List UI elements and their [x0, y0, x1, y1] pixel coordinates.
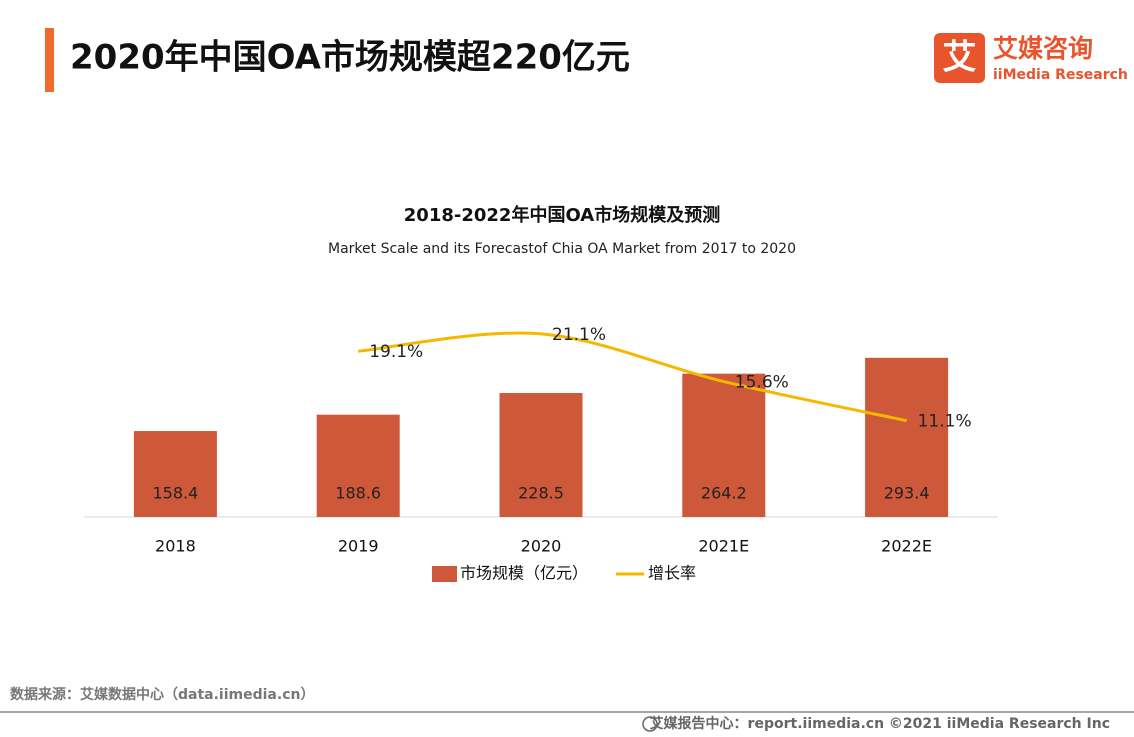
x-tick-label: 2018 [155, 537, 196, 556]
page-title: 2020年中国OA市场规模超220亿元 [70, 38, 630, 78]
growth-line [358, 331, 907, 423]
logo-en: iiMedia Research [993, 67, 1128, 83]
line-label: 15.6% [735, 373, 789, 393]
bar [865, 357, 949, 517]
bar [133, 431, 217, 517]
legend-label: 市场规模（亿元） [460, 564, 588, 583]
chart-title: 2018-2022年中国OA市场规模及预测 [404, 204, 720, 226]
line-label: 11.1% [918, 412, 972, 432]
x-tick-label: 2020 [521, 537, 562, 556]
title-accent [45, 28, 54, 92]
logo-box [934, 33, 985, 83]
legend-label: 增长率 [648, 564, 696, 583]
bar [682, 373, 766, 517]
copyright: 艾媒报告中心：report.iimedia.cn ©2021 iiMedia R… [650, 715, 1110, 732]
bar-label: 228.5 [518, 484, 564, 503]
x-tick-label: 2019 [338, 537, 379, 556]
globe-icon [642, 716, 658, 732]
legend-swatch [432, 566, 457, 582]
bar-label: 293.4 [884, 484, 930, 503]
x-tick-label: 2021E [698, 537, 749, 556]
x-tick-label: 2022E [881, 537, 932, 556]
bar-label: 264.2 [701, 484, 747, 503]
chart-subtitle: Market Scale and its Forecastof Chia OA … [328, 241, 796, 257]
bar-label: 158.4 [152, 484, 198, 503]
bar [316, 414, 400, 517]
source: 数据来源：艾媒数据中心（data.iimedia.cn） [10, 686, 314, 703]
bar-label: 188.6 [335, 484, 381, 503]
line-label: 21.1% [552, 325, 606, 345]
logo-cn: 艾媒咨询 [993, 34, 1093, 63]
bar [499, 393, 583, 517]
logo-mark: 艾 [943, 38, 977, 78]
line-label: 19.1% [369, 342, 423, 362]
